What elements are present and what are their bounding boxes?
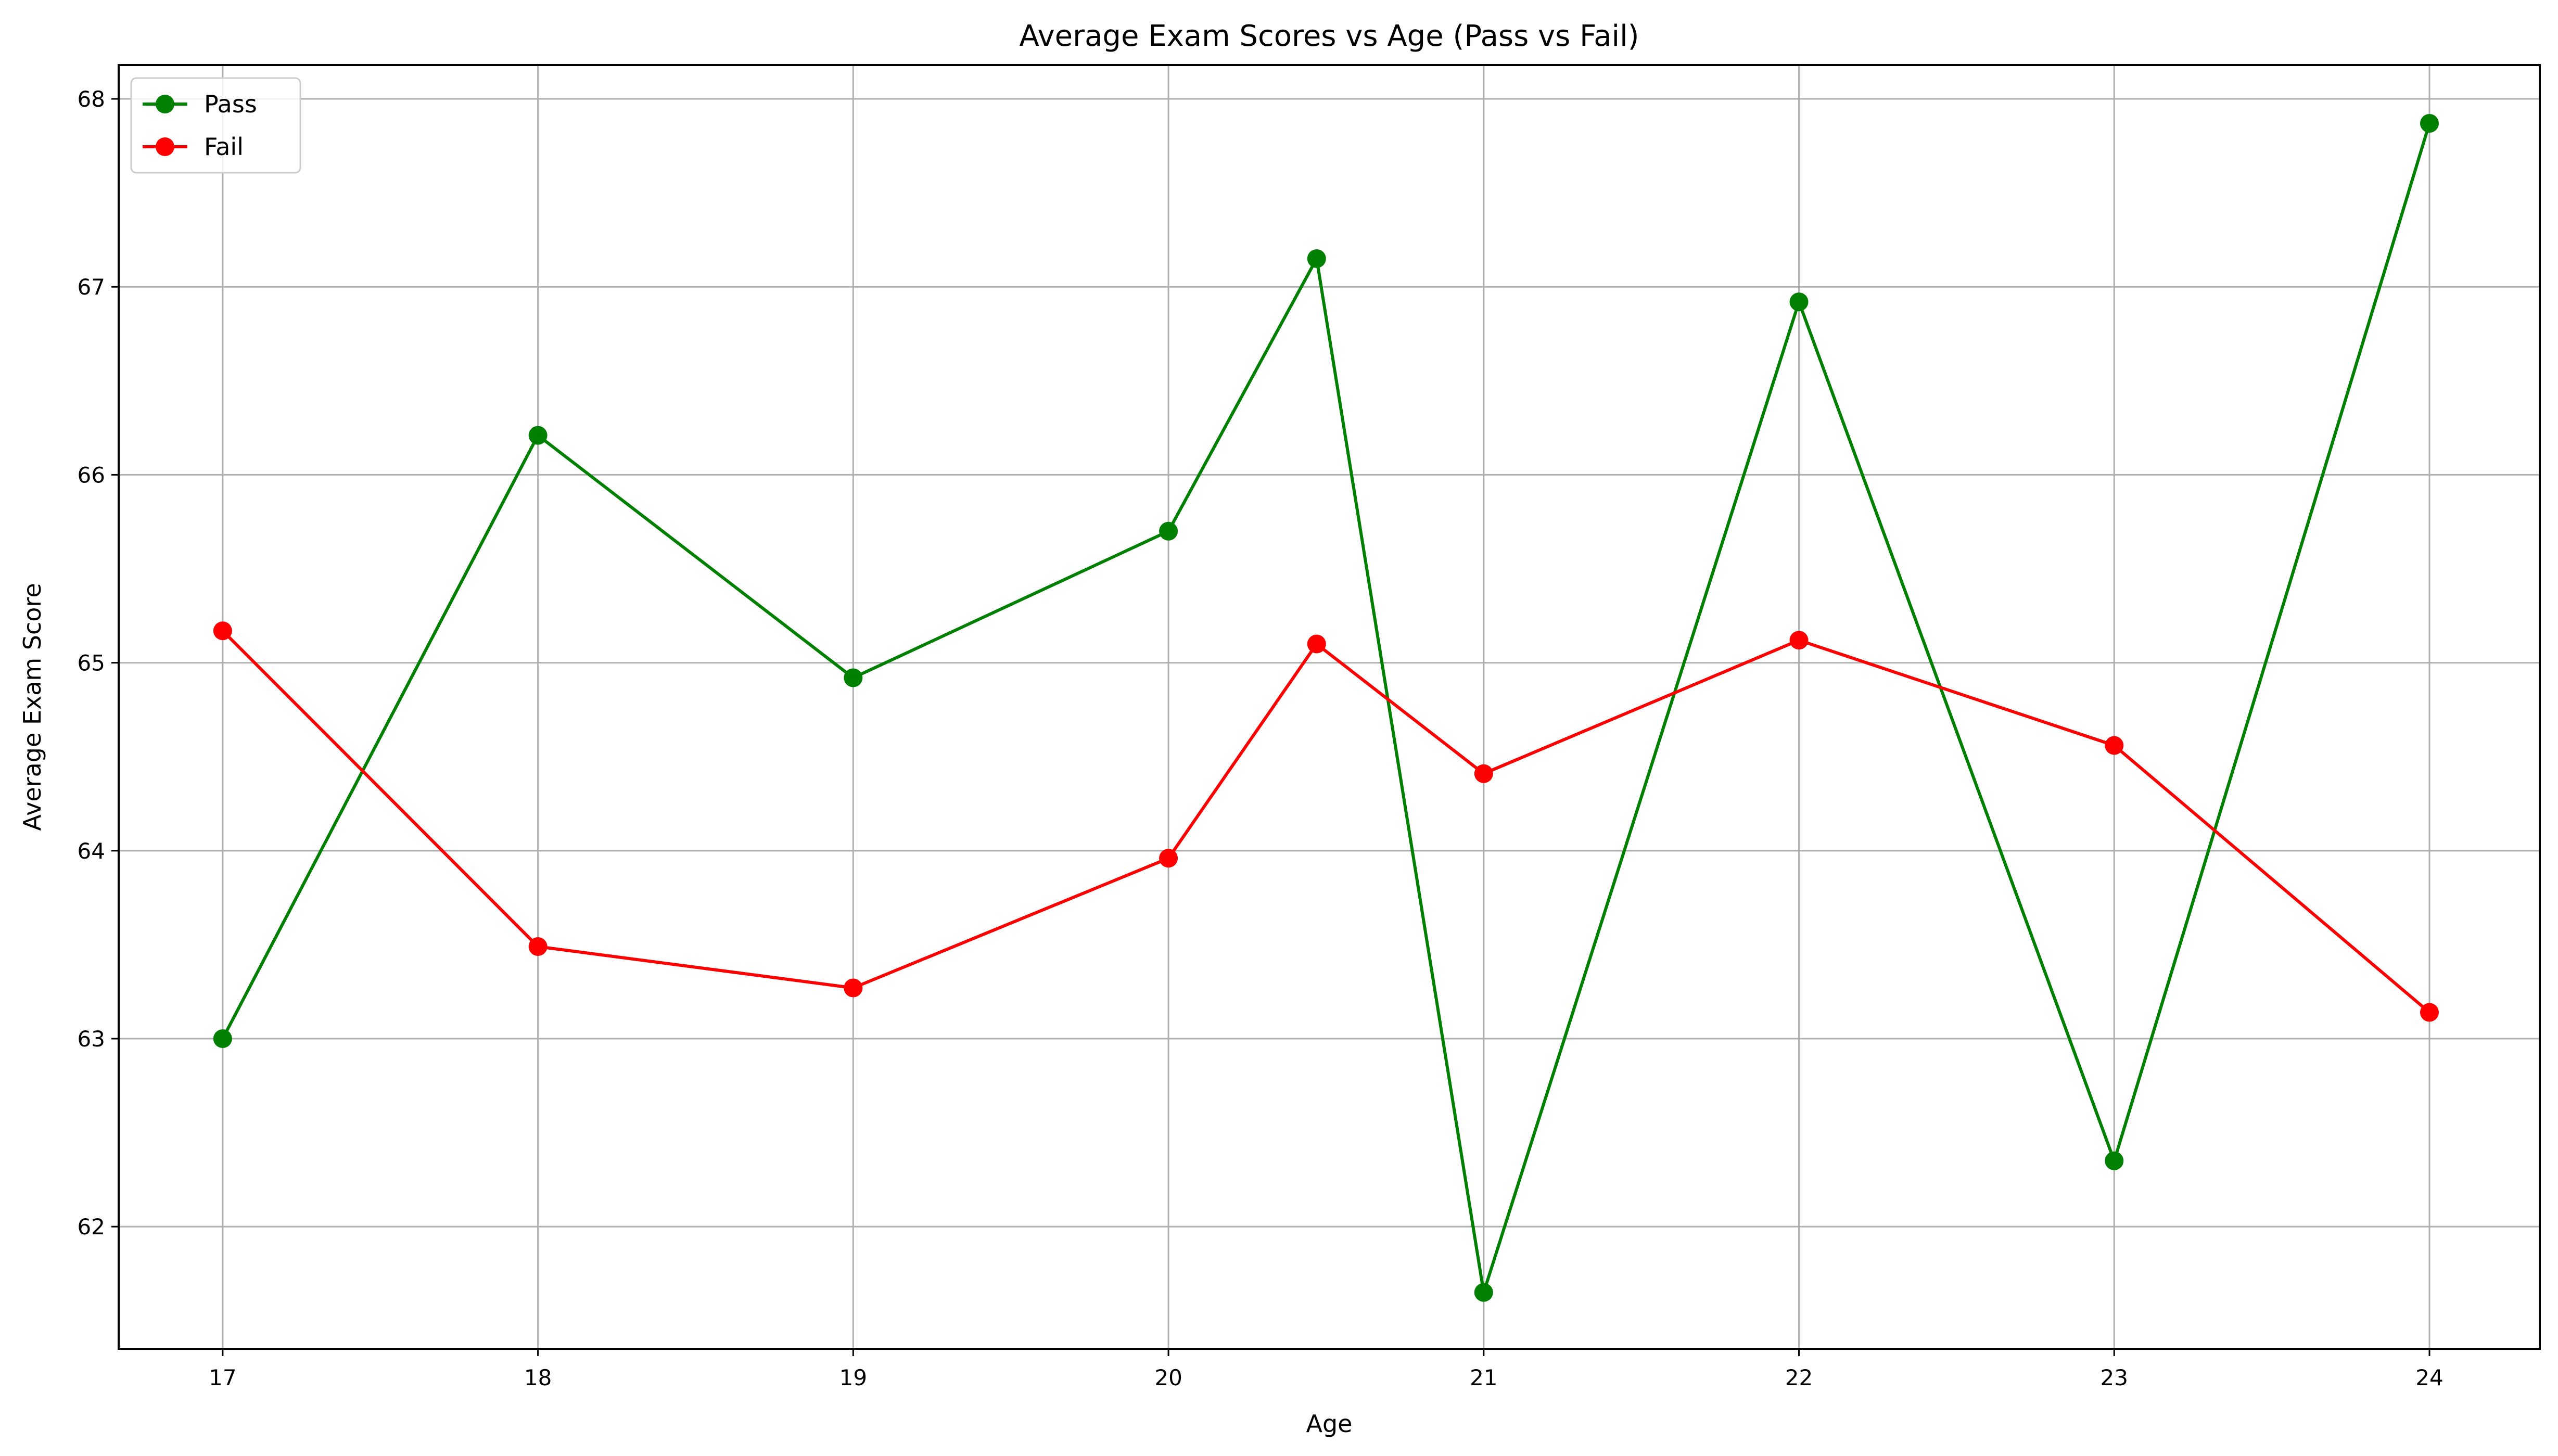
fail-data-point — [1789, 631, 1809, 650]
pass-data-point — [1474, 1283, 1493, 1302]
y-tick-label: 62 — [78, 1214, 105, 1240]
pass-data-point — [2420, 113, 2439, 133]
legend-pass-marker — [156, 95, 174, 113]
plot-frame — [118, 64, 2541, 1350]
fail-data-point — [1474, 764, 1493, 783]
legend-fail-label: Fail — [204, 133, 244, 161]
legend-pass-label: Pass — [204, 90, 257, 118]
fail-data-point — [2105, 736, 2124, 755]
pass-data-point — [528, 426, 548, 445]
fail-data-point — [528, 937, 548, 956]
x-axis-label: Age — [1306, 1410, 1353, 1438]
fail-data-point — [213, 621, 232, 641]
fail-data-point — [1159, 849, 1178, 868]
legend: Pass Fail — [130, 77, 301, 174]
legend-fail-marker — [156, 137, 174, 156]
x-tick-label: 19 — [839, 1365, 867, 1390]
y-tick-label: 66 — [78, 462, 105, 488]
x-tick-label: 21 — [1470, 1365, 1497, 1390]
pass-data-point — [1307, 249, 1326, 269]
x-tick-label: 23 — [2101, 1365, 2128, 1390]
ticks: 17 18 19 20 21 22 23 24 62 63 64 65 66 67 68 — [78, 86, 2444, 1390]
x-tick-label: 18 — [524, 1365, 552, 1390]
series-layer — [213, 113, 2439, 1302]
y-axis-label: Average Exam Score — [18, 583, 46, 831]
x-tick-label: 22 — [1785, 1365, 1813, 1390]
grid — [119, 65, 2540, 1349]
fail-data-point — [844, 978, 863, 998]
pass-data-point — [1159, 521, 1178, 541]
x-tick-label: 20 — [1154, 1365, 1182, 1390]
y-tick-label: 65 — [78, 650, 105, 676]
y-tick-label: 67 — [78, 274, 105, 300]
fail-data-point — [2420, 1003, 2439, 1022]
chart-title: Average Exam Scores vs Age (Pass vs Fail… — [1019, 19, 1639, 53]
y-tick-label: 63 — [78, 1026, 105, 1052]
pass-data-point — [844, 668, 863, 687]
y-tick-label: 64 — [78, 838, 105, 864]
fail-data-point — [1307, 634, 1326, 654]
pass-data-point — [2105, 1151, 2124, 1170]
pass-data-point — [1789, 292, 1809, 312]
x-tick-label: 24 — [2415, 1365, 2443, 1390]
pass-data-point — [213, 1029, 232, 1049]
y-tick-label: 68 — [78, 86, 105, 112]
x-tick-label: 17 — [209, 1365, 236, 1390]
